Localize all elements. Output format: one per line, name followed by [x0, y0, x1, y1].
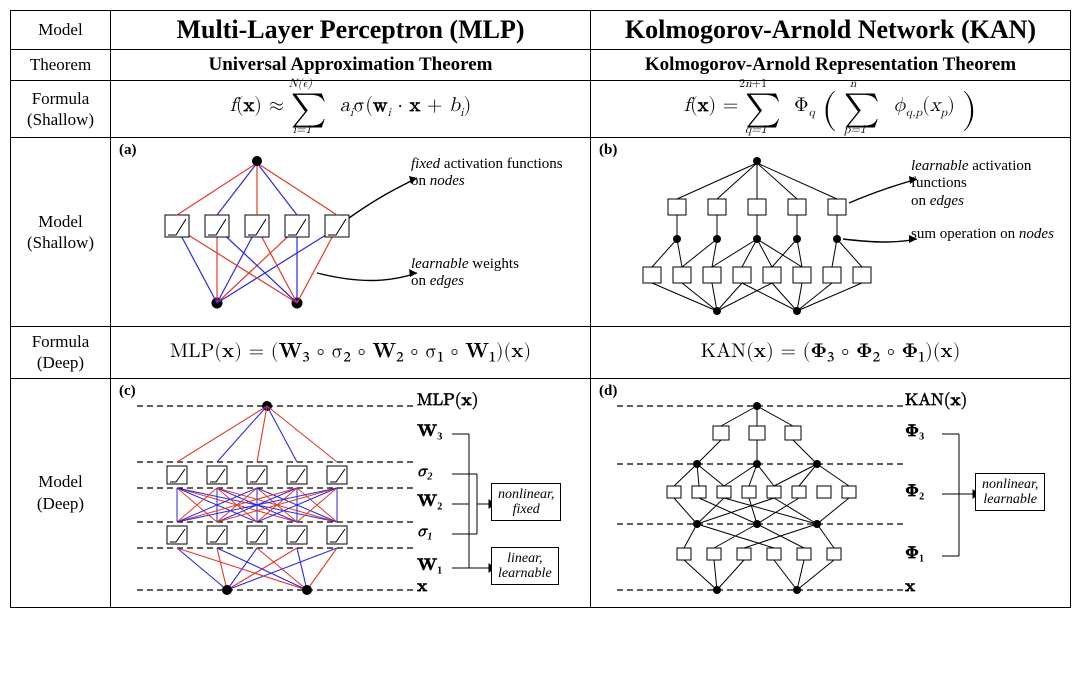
kan-Phi3: 𝚽₃ — [905, 421, 924, 442]
panel-label-a: (a) — [119, 142, 137, 159]
row-header-formula-shallow: Formula (Shallow) — [11, 81, 111, 138]
mlp-formula-shallow: f(x) ≈ ∑i=1N(ϵ) aiσ(wi · x + bi) — [111, 81, 591, 138]
mlp-title: Multi-Layer Perceptron (MLP) — [111, 11, 591, 50]
kan-title: Kolmogorov-Arnold Network (KAN) — [591, 11, 1071, 50]
panel-label-b: (b) — [599, 142, 617, 159]
kan-theorem: Kolmogorov-Arnold Representation Theorem — [591, 50, 1071, 81]
panel-label-c: (c) — [119, 383, 136, 400]
panel-label-d: (d) — [599, 383, 617, 400]
kan-formula-shallow: f(x) = ∑q=12n+1 Φq ( ∑p=1n ϕq,p(xp) ) — [591, 81, 1071, 138]
mlp-s2: σ₂ — [417, 461, 433, 482]
kan-Phi1: 𝚽₁ — [905, 543, 924, 564]
mlp-annot-fixed: fixed activation functionson nodes — [411, 156, 563, 191]
mlp-diagram-deep: (c) — [111, 378, 591, 607]
mlp-W2: 𝐖₂ — [417, 491, 442, 512]
kan-diagram-deep: (d) — [591, 378, 1071, 607]
row-header-formula-deep: Formula (Deep) — [11, 327, 111, 379]
mlp-x: 𝐱 — [417, 577, 427, 597]
comparison-table: Model Multi-Layer Perceptron (MLP) Kolmo… — [10, 10, 1071, 608]
mlp-W1: 𝐖₁ — [417, 555, 442, 576]
kan-formula-deep: KAN(𝐱) = (𝚽₃ ∘ 𝚽₂ ∘ 𝚽₁)(𝐱) — [591, 327, 1071, 379]
mlp-box-fixed: nonlinear, fixed — [491, 483, 561, 522]
mlp-formula-deep: MLP(𝐱) = (𝐖₃ ∘ σ₂ ∘ 𝐖₂ ∘ σ₁ ∘ 𝐖₁)(𝐱) — [111, 327, 591, 379]
kan-x: 𝐱 — [905, 577, 915, 597]
mlp-W3: 𝐖₃ — [417, 421, 442, 442]
kan-annot-learnable: learnable activation functionson edges — [911, 158, 1070, 210]
kan-annot-sum: sum operation on nodes — [911, 226, 1054, 243]
mlp-theorem: Universal Approximation Theorem — [111, 50, 591, 81]
mlp-box-learn: linear, learnable — [491, 547, 559, 586]
row-header-theorem: Theorem — [11, 50, 111, 81]
kan-diagram-shallow: (b) — [591, 138, 1071, 327]
kan-layer-top: KAN(𝐱) — [905, 391, 967, 411]
row-header-model-shallow: Model (Shallow) — [11, 138, 111, 327]
row-header-model: Model — [11, 11, 111, 50]
row-header-model-deep: Model (Deep) — [11, 378, 111, 607]
mlp-s1: σ₁ — [417, 521, 433, 542]
mlp-diagram-shallow: (a) — [111, 138, 591, 327]
mlp-annot-weights: learnable weightson edges — [411, 256, 519, 291]
kan-box-learn: nonlinear, learnable — [975, 473, 1045, 512]
mlp-layer-top: MLP(𝐱) — [417, 391, 478, 411]
kan-Phi2: 𝚽₂ — [905, 481, 924, 502]
